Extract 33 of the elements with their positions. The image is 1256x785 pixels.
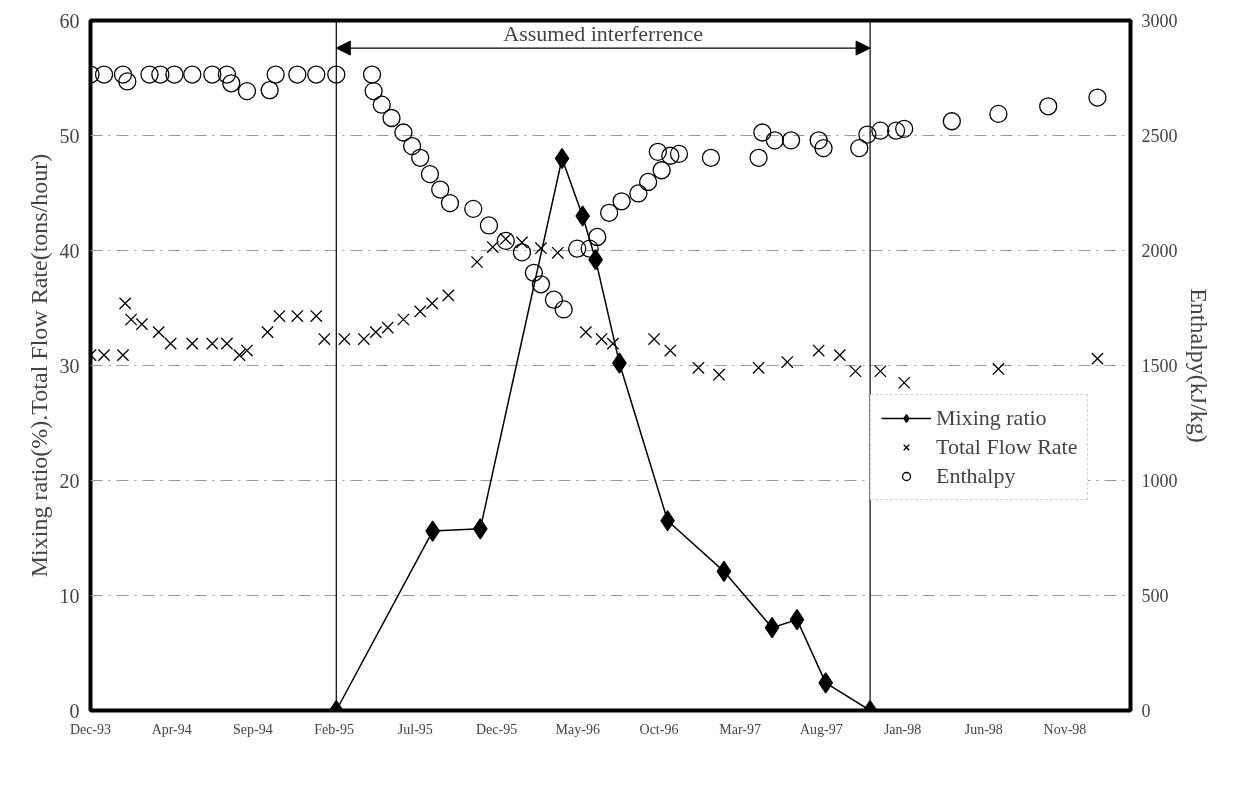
annotation: Assumed interferrence	[503, 21, 704, 47]
x-tick-label: Dec-95	[475, 721, 518, 737]
x-tick-label: Aug-97	[799, 721, 843, 737]
x-tick-label: May-96	[555, 721, 600, 737]
x-tick-label: Jun-98	[964, 721, 1003, 737]
y-tick-label: 60	[59, 9, 80, 32]
y2-tick-label: 500	[1141, 586, 1169, 606]
x-tick-label: Oct-96	[639, 721, 679, 737]
y2-tick-label: 2000	[1141, 241, 1178, 261]
y2-tick-label: 0	[1141, 701, 1151, 721]
y-tick-label: 50	[59, 124, 80, 147]
legend-label: Enthalpy	[936, 463, 1016, 489]
x-tick-label: Jan-98	[883, 721, 922, 737]
x-tick-label: Jul-95	[397, 721, 433, 737]
x-tick-label: Nov-98	[1043, 721, 1087, 737]
y-tick-label: 40	[59, 239, 80, 262]
y2-tick-label: 3000	[1141, 11, 1178, 31]
x-tick-label: Feb-95	[314, 721, 354, 737]
y-tick-label: 0	[69, 699, 80, 722]
y2-axis-title: Enthalpy(kJ/kg)	[1185, 288, 1212, 443]
y-tick-label: 20	[59, 469, 80, 492]
x-tick-label: Sep-94	[233, 721, 273, 737]
y2-tick-label: 1000	[1141, 471, 1178, 491]
x-tick-label: Mar-97	[719, 721, 762, 737]
y-axis-title: Mixing ratio(%).Total Flow Rate(tons/hour)	[25, 153, 52, 578]
x-tick-label: Dec-93	[69, 721, 112, 737]
x-tick-label: Apr-94	[151, 721, 192, 737]
y2-tick-label: 1500	[1141, 356, 1178, 376]
y2-tick-label: 2500	[1141, 126, 1178, 146]
legend-label: Mixing ratio	[936, 405, 1047, 431]
legend-label: Total Flow Rate	[936, 434, 1078, 460]
y-tick-label: 10	[59, 584, 80, 607]
y-tick-label: 30	[59, 354, 80, 377]
